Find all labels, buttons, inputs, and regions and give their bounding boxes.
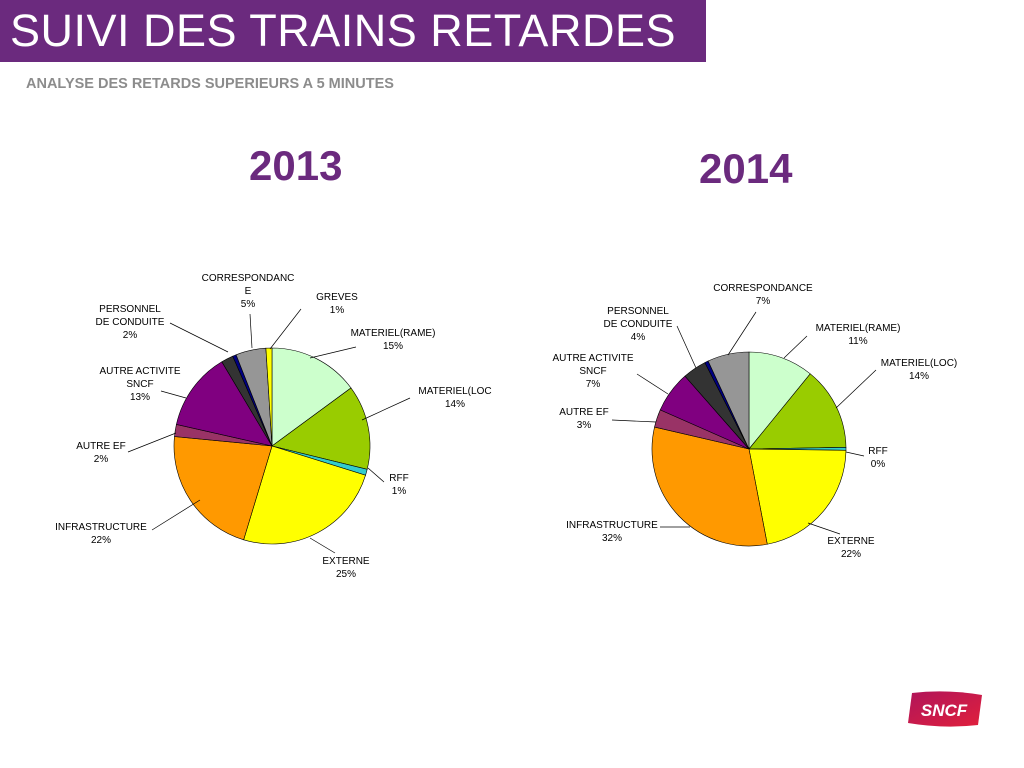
leader-line-2013-5 — [127, 432, 177, 453]
leader-line-2014-2 — [845, 451, 865, 457]
slice-label-2013-6: AUTRE ACTIVITE SNCF 13% — [99, 366, 180, 403]
slice-label-2013-10: GREVES 1% — [316, 292, 358, 316]
leader-line-2014-3 — [807, 522, 841, 535]
sncf-logo: SNCF — [908, 691, 982, 727]
leader-line-2013-2 — [367, 467, 385, 483]
slice-label-2013-9: CORRESPONDANC E 5% — [202, 273, 295, 310]
slice-label-2013-3: EXTERNE 25% — [322, 556, 370, 580]
leader-line-2013-10 — [269, 308, 302, 350]
slice-label-2014-1: MATERIEL(LOC) 14% — [881, 358, 958, 382]
pie-slice-2013-0 — [271, 347, 352, 447]
leader-line-2013-1 — [361, 397, 411, 421]
leader-line-2013-6 — [160, 390, 187, 399]
pie-slice-2013-4 — [173, 436, 273, 541]
leader-line-2014-0 — [783, 335, 808, 359]
leader-line-2013-3 — [309, 537, 336, 554]
slice-label-2014-5: AUTRE EF 3% — [559, 407, 608, 431]
leader-line-2013-4 — [151, 499, 201, 531]
leader-line-2014-7 — [676, 325, 697, 369]
chart-title-2014: 2014 — [699, 145, 793, 192]
chart-title-2013: 2013 — [249, 142, 343, 189]
slice-label-2013-7: PERSONNEL DE CONDUITE 2% — [96, 304, 165, 341]
title-band: SUIVI DES TRAINS RETARDES — [0, 0, 706, 62]
slice-label-2014-4: INFRASTRUCTURE 32% — [566, 520, 658, 544]
page-title: SUIVI DES TRAINS RETARDES — [10, 5, 676, 56]
leader-line-2013-9 — [249, 313, 253, 349]
pie-slice-2014-1 — [748, 373, 847, 450]
slice-label-2014-9: CORRESPONDANCE 7% — [713, 283, 813, 307]
slice-label-2014-0: MATERIEL(RAME) 11% — [816, 323, 901, 347]
leader-line-2014-5 — [611, 419, 657, 423]
leader-line-2013-7 — [169, 322, 229, 353]
leader-line-2014-6 — [636, 373, 669, 395]
pie-slice-2013-3 — [243, 445, 366, 545]
pie-slice-2013-1 — [271, 387, 371, 470]
slice-label-2014-7: PERSONNEL DE CONDUITE 4% — [604, 306, 673, 343]
pie-slice-2014-3 — [748, 448, 847, 545]
pie-slice-2013-10 — [265, 347, 273, 447]
pie-slice-2014-0 — [748, 351, 811, 450]
pie-slice-2013-6 — [176, 361, 273, 447]
slice-label-2014-3: EXTERNE 22% — [827, 536, 875, 560]
slice-label-2014-2: RFF 0% — [868, 446, 887, 470]
slice-label-2013-1: MATERIEL(LOC 14% — [418, 386, 491, 410]
pie-2014: MATERIEL(RAME) 11% MATERIEL(LOC) 14% RFF 0% EX… — [552, 283, 957, 560]
leader-line-2014-9 — [727, 311, 757, 356]
page-subtitle: ANALYSE DES RETARDS SUPERIEURS A 5 MINUT… — [26, 76, 394, 92]
pie-2013: MATERIEL(RAME) 15% MATERIEL(LOC 14% RFF 1% EXT… — [55, 273, 491, 580]
logo-text: SNCF — [921, 701, 968, 720]
slice-label-2013-4: INFRASTRUCTURE 22% — [55, 522, 147, 546]
slice-label-2013-0: MATERIEL(RAME) 15% — [351, 328, 436, 352]
pie-slice-2014-4 — [651, 426, 768, 547]
leader-line-2014-1 — [835, 369, 877, 409]
leader-line-2013-0 — [309, 346, 357, 359]
slice-label-2013-5: AUTRE EF 2% — [76, 441, 125, 465]
slice-label-2013-2: RFF 1% — [389, 473, 408, 497]
slice-label-2014-6: AUTRE ACTIVITE SNCF 7% — [552, 353, 633, 390]
